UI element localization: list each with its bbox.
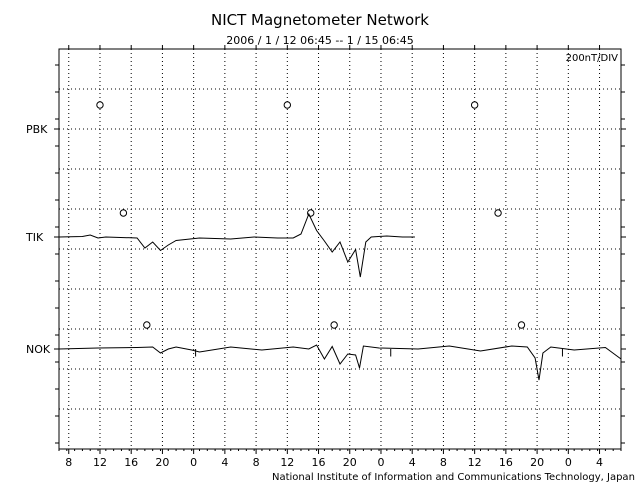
x-tick-label: 16: [124, 456, 138, 469]
x-tick-label: 8: [440, 456, 447, 469]
x-tick-label: 16: [312, 456, 326, 469]
credit-line: National Institute of Information and Co…: [272, 472, 635, 483]
x-tick-label: 8: [253, 456, 260, 469]
x-tick-label: 12: [280, 456, 294, 469]
x-tick-label: 4: [596, 456, 603, 469]
x-tick-label: 0: [377, 456, 384, 469]
x-tick-label: 12: [468, 456, 482, 469]
local-noon-marker: [96, 101, 104, 109]
x-tick-label: 8: [65, 456, 72, 469]
x-tick-label: 16: [499, 456, 513, 469]
x-tick-label: 0: [190, 456, 197, 469]
x-tick-label: 4: [221, 456, 228, 469]
station-label-pbk: PBK: [26, 123, 48, 136]
local-noon-marker: [470, 101, 479, 109]
trace-tik: [58, 212, 415, 278]
station-label-tik: TIK: [25, 231, 44, 244]
x-tick-label: 4: [409, 456, 416, 469]
x-tick-label: 0: [565, 456, 572, 469]
x-tick-label: 20: [155, 456, 169, 469]
local-noon-marker: [330, 321, 338, 329]
local-noon-marker: [494, 209, 502, 217]
date-range: 2006 / 1 / 12 06:45 -- 1 / 15 06:45: [226, 34, 414, 47]
scale-label: 200nT/DIV: [565, 53, 618, 64]
x-tick-label: 20: [343, 456, 357, 469]
local-noon-marker: [283, 101, 292, 109]
local-noon-marker: [143, 321, 151, 329]
local-noon-marker: [119, 209, 128, 217]
station-label-nok: NOK: [26, 343, 51, 356]
chart-title: NICT Magnetometer Network: [210, 11, 429, 29]
x-tick-label: 20: [530, 456, 544, 469]
trace-nok: [58, 344, 622, 381]
x-tick-label: 12: [93, 456, 107, 469]
local-noon-marker: [517, 321, 526, 329]
